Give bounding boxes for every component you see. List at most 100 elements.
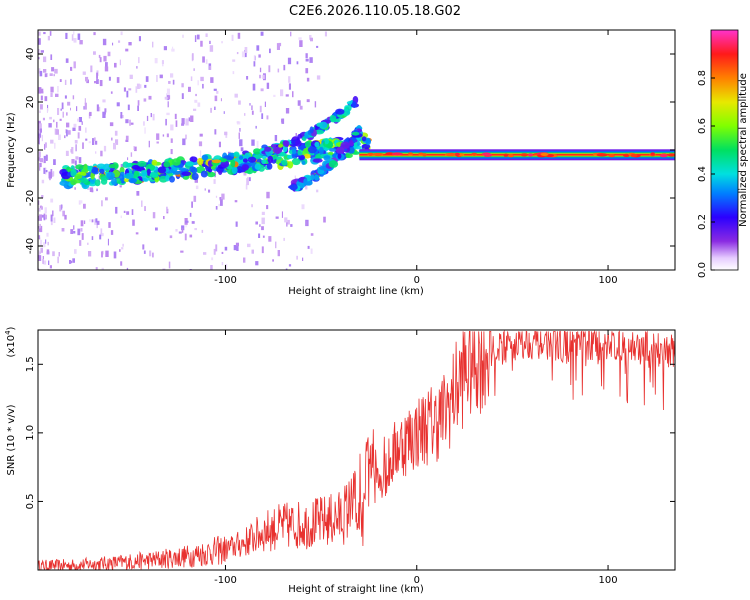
noise-cell: [189, 117, 191, 121]
noise-cell: [202, 56, 205, 62]
noise-cell: [103, 56, 106, 62]
noise-cell: [180, 251, 183, 253]
noise-cell: [96, 73, 98, 79]
noise-cell: [249, 103, 250, 106]
noise-cell: [225, 247, 228, 251]
noise-cell: [117, 77, 120, 83]
noise-cell: [85, 139, 87, 141]
noise-cell: [222, 262, 224, 265]
noise-cell: [49, 117, 52, 120]
noise-cell: [175, 229, 177, 232]
noise-cell: [205, 188, 206, 190]
noise-cell: [79, 240, 81, 246]
noise-cell: [120, 261, 122, 265]
track-blob: [152, 160, 158, 166]
noise-cell: [66, 151, 69, 156]
noise-cell: [54, 218, 56, 224]
noise-cell: [170, 235, 173, 238]
noise-cell: [88, 251, 91, 257]
carrier-blob: [528, 153, 533, 156]
noise-cell: [82, 121, 83, 125]
noise-cell: [162, 60, 163, 66]
noise-cell: [155, 58, 158, 63]
noise-cell: [185, 119, 188, 126]
noise-cell: [74, 38, 77, 43]
noise-cell: [193, 109, 196, 111]
noise-cell: [40, 240, 42, 246]
track-blob: [242, 164, 249, 170]
x-tick-label: 100: [599, 575, 618, 586]
noise-cell: [246, 178, 249, 185]
snr-series-line: [38, 331, 675, 570]
noise-cell: [200, 41, 203, 47]
noise-cell: [39, 167, 40, 171]
noise-cell: [251, 105, 252, 110]
noise-cell: [166, 207, 168, 212]
noise-cell: [167, 134, 169, 138]
noise-cell: [222, 252, 224, 254]
noise-cell: [50, 31, 52, 36]
track-blob: [365, 138, 371, 145]
track-blob: [345, 154, 353, 159]
noise-cell: [136, 86, 138, 93]
carrier-blob: [482, 153, 491, 156]
carrier-blob: [445, 153, 456, 156]
track-blob: [181, 172, 191, 177]
noise-cell: [181, 123, 184, 125]
noise-cell: [149, 251, 151, 257]
noise-cell: [255, 222, 258, 225]
noise-cell: [144, 127, 145, 133]
track-blob: [338, 153, 342, 159]
noise-cell: [256, 45, 259, 50]
track-blob: [268, 156, 274, 164]
colorbar-label: Normalized spectral amplitude: [738, 73, 749, 227]
noise-cell: [255, 261, 258, 265]
noise-cell: [249, 177, 251, 181]
noise-cell: [70, 229, 73, 234]
track-blob: [255, 163, 261, 170]
noise-cell: [262, 212, 265, 215]
noise-cell: [87, 243, 89, 245]
carrier-blob: [408, 152, 413, 155]
noise-cell: [43, 32, 45, 34]
noise-cell: [272, 259, 274, 261]
carrier-blob: [373, 153, 383, 156]
noise-cell: [72, 258, 75, 263]
noise-cell: [54, 74, 55, 76]
noise-cell: [268, 65, 270, 72]
noise-cell: [299, 40, 302, 47]
noise-cell: [115, 131, 118, 136]
noise-cell: [278, 69, 280, 73]
noise-cell: [47, 249, 50, 254]
noise-cell: [100, 151, 102, 157]
noise-cell: [94, 137, 96, 141]
noise-cell: [76, 144, 77, 151]
noise-cell: [307, 99, 310, 102]
noise-cell: [115, 207, 117, 214]
noise-cell: [214, 179, 216, 184]
noise-cell: [121, 216, 122, 219]
noise-cell: [290, 32, 291, 37]
noise-cell: [125, 119, 128, 123]
track-blob: [243, 158, 248, 162]
noise-cell: [144, 251, 146, 254]
noise-cell: [168, 95, 171, 99]
track-blob: [352, 101, 356, 108]
noise-cell: [156, 75, 157, 82]
noise-cell: [183, 35, 184, 38]
noise-cell: [97, 104, 99, 111]
track-blob: [325, 138, 329, 144]
track-blob: [329, 160, 338, 168]
noise-cell: [129, 120, 130, 126]
noise-cell: [214, 89, 217, 91]
spectrogram-image: [38, 31, 676, 277]
noise-cell: [41, 50, 44, 53]
track-blob: [313, 158, 323, 162]
noise-cell: [163, 134, 164, 136]
track-blob: [218, 170, 222, 175]
noise-cell: [268, 236, 271, 242]
track-blob: [111, 178, 117, 185]
noise-cell: [286, 269, 288, 275]
noise-cell: [152, 42, 153, 48]
snr-multiplier: (x104): [4, 326, 17, 357]
